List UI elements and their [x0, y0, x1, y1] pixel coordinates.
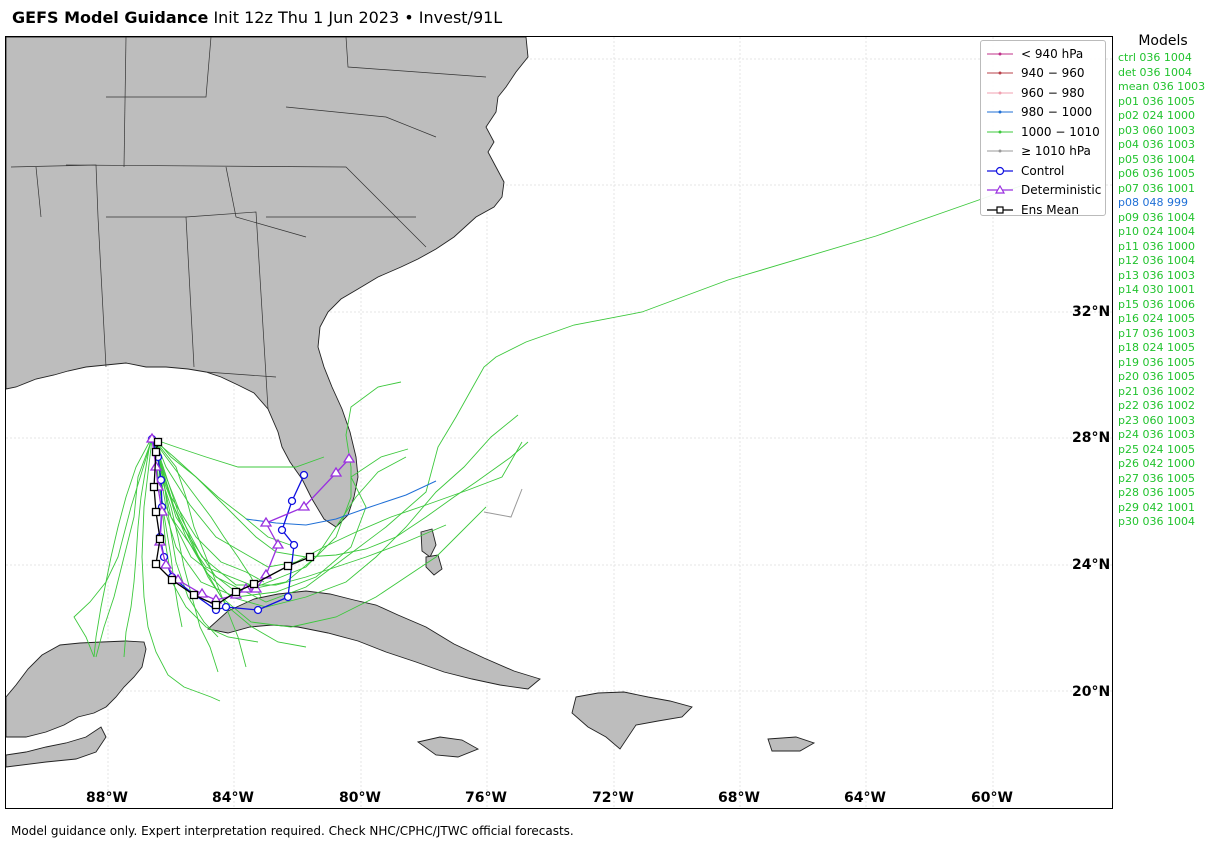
- legend-label: 1000 − 1010: [1021, 124, 1100, 139]
- legend-label: 960 − 980: [1021, 85, 1085, 100]
- model-item: p04 036 1003: [1118, 138, 1195, 151]
- pressure-legend: < 940 hPa 940 − 960 960 − 980 980 − 1000…: [980, 40, 1106, 217]
- central-america-land: [6, 726, 107, 768]
- legend-label: 940 − 960: [1021, 66, 1085, 81]
- model-item: p21 036 1002: [1118, 384, 1195, 398]
- legend-label: ≥ 1010 hPa: [1021, 144, 1091, 159]
- model-item: p28 036 1005: [1118, 486, 1195, 499]
- model-item: p29 042 1001: [1118, 500, 1195, 514]
- legend-label: Ens Mean: [1021, 202, 1079, 217]
- north-america-land: [6, 37, 529, 528]
- model-item: p19 036 1005: [1118, 355, 1195, 369]
- cuba-small-isle: [425, 554, 443, 576]
- andros-land: [420, 528, 437, 558]
- model-item: p27 036 1005: [1118, 471, 1195, 485]
- state-borders: [10, 37, 487, 410]
- legend-circle-icon: [987, 166, 1013, 175]
- model-item: p03 060 1003: [1118, 123, 1195, 137]
- ensemble-tracks: [73, 184, 1025, 702]
- jamaica-land: [416, 736, 480, 758]
- legend-line-icon: [987, 91, 1013, 95]
- legend-label: Deterministic: [1021, 183, 1102, 198]
- legend-item: Deterministic: [985, 181, 1101, 201]
- lon-label-76w: 76°W: [465, 790, 507, 806]
- lon-label-88w: 88°W: [86, 790, 128, 806]
- model-item: p12 036 1004: [1118, 254, 1195, 267]
- title-init: Init 12z Thu 1 Jun 2023 • Invest/91L: [213, 8, 503, 27]
- legend-item: Control: [985, 161, 1101, 181]
- model-item: p13 036 1003: [1118, 268, 1195, 282]
- legend-line-icon: [987, 149, 1013, 153]
- model-item: p17 036 1003: [1118, 326, 1195, 340]
- lat-label-24n: 24°N: [1072, 557, 1111, 573]
- p08-track: [245, 480, 437, 526]
- yucatan-land: [6, 640, 147, 738]
- legend-triangle-icon: [987, 185, 1013, 194]
- model-item: p16 024 1005: [1118, 312, 1195, 325]
- model-item: p11 036 1000: [1118, 239, 1195, 253]
- model-item: p25 024 1005: [1118, 442, 1195, 456]
- legend-item: < 940 hPa: [985, 44, 1101, 64]
- lon-label-72w: 72°W: [592, 790, 634, 806]
- lon-label-60w: 60°W: [971, 790, 1013, 806]
- landmass: [6, 37, 816, 768]
- model-item: p20 036 1005: [1118, 370, 1195, 383]
- puerto-rico-land: [767, 736, 816, 752]
- model-item: p15 036 1006: [1118, 297, 1195, 311]
- model-item: p10 024 1004: [1118, 225, 1195, 238]
- lat-label-20n: 20°N: [1072, 684, 1111, 700]
- legend-label: Control: [1021, 163, 1065, 178]
- title-main: GEFS Model Guidance: [12, 8, 209, 27]
- model-item: p26 042 1000: [1118, 457, 1195, 470]
- legend-line-icon: [987, 110, 1013, 114]
- legend-square-icon: [987, 206, 1013, 214]
- models-list: Models ctrl 036 1004 det 036 1004 mean 0…: [1118, 33, 1208, 530]
- lon-label-64w: 64°W: [844, 790, 886, 806]
- model-item: p30 036 1004: [1118, 515, 1195, 528]
- legend-item: 960 − 980: [985, 83, 1101, 103]
- model-item: p09 036 1004: [1118, 210, 1195, 224]
- legend-item: Ens Mean: [985, 200, 1101, 220]
- model-item: p08 048 999: [1118, 196, 1188, 209]
- map-panel[interactable]: [5, 36, 1113, 809]
- model-item: p23 060 1003: [1118, 413, 1195, 427]
- map-canvas: [6, 37, 1112, 808]
- model-item: p01 036 1005: [1118, 94, 1195, 108]
- model-item: p02 024 1000: [1118, 109, 1195, 122]
- cuba-land: [207, 590, 541, 690]
- legend-item: 980 − 1000: [985, 103, 1101, 123]
- model-item: p24 036 1003: [1118, 428, 1195, 441]
- models-title: Models: [1138, 33, 1188, 49]
- model-item: p07 036 1001: [1118, 181, 1195, 195]
- legend-line-icon: [987, 130, 1013, 134]
- model-item: ctrl 036 1004: [1118, 51, 1192, 64]
- legend-item: ≥ 1010 hPa: [985, 142, 1101, 162]
- legend-line-icon: [987, 71, 1013, 75]
- legend-label: < 940 hPa: [1021, 46, 1084, 61]
- model-item: det 036 1004: [1118, 65, 1193, 79]
- high-pressure-track: [483, 488, 523, 518]
- lat-label-28n: 28°N: [1072, 430, 1111, 446]
- page-title: GEFS Model Guidance Init 12z Thu 1 Jun 2…: [12, 8, 502, 27]
- ens-mean-track: [149, 437, 315, 610]
- model-item: p18 024 1005: [1118, 341, 1195, 354]
- disclaimer-footer: Model guidance only. Expert interpretati…: [11, 824, 574, 838]
- hispaniola-land: [571, 691, 693, 750]
- lon-label-80w: 80°W: [339, 790, 381, 806]
- legend-line-icon: [987, 52, 1013, 56]
- model-item: mean 036 1003: [1118, 80, 1206, 93]
- model-item: p05 036 1004: [1118, 152, 1195, 166]
- legend-item: 1000 − 1010: [985, 122, 1101, 142]
- lon-label-84w: 84°W: [212, 790, 254, 806]
- model-item: p22 036 1002: [1118, 399, 1195, 412]
- lon-label-68w: 68°W: [718, 790, 760, 806]
- model-item: p06 036 1005: [1118, 167, 1195, 180]
- legend-label: 980 − 1000: [1021, 105, 1093, 120]
- legend-item: 940 − 960: [985, 64, 1101, 84]
- lat-label-32n: 32°N: [1072, 304, 1111, 320]
- model-item: p14 030 1001: [1118, 283, 1195, 296]
